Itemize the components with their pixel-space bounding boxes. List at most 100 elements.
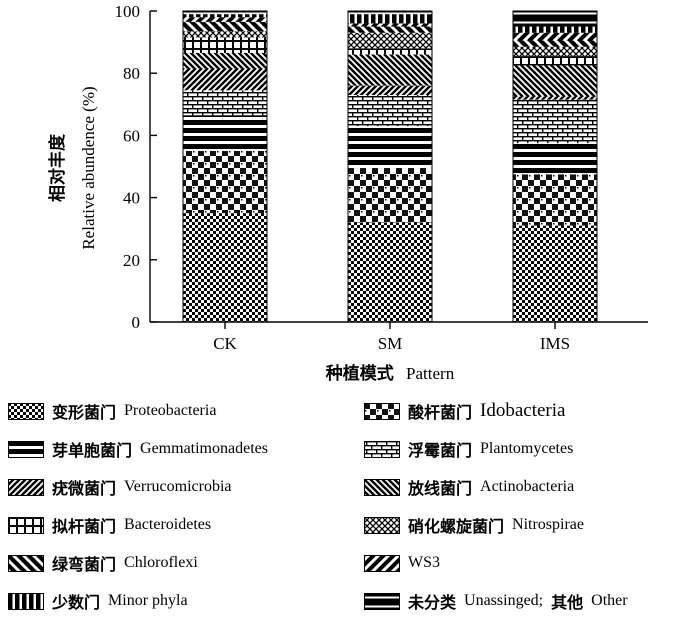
legend-item-planctomycetes: 浮霉菌门 Plantomycetes [364, 436, 573, 462]
bar-sm-acidobacteria [348, 168, 432, 223]
bar-sm-nitrospirae [348, 32, 432, 49]
x-axis-title: 种植模式 Pattern [325, 363, 455, 384]
legend-swatch-minor [8, 592, 44, 610]
bar-ims-ws3 [513, 32, 597, 41]
y-tick-label: 40 [123, 189, 140, 208]
bar-ck-actinobacteria [183, 52, 267, 69]
bar-ck-chloroflexi [183, 21, 267, 32]
bar-ck-bacteroidetes [183, 37, 267, 53]
legend-swatch-verrucomicrobia [8, 478, 44, 496]
legend-item-proteobacteria: 变形菌门 Proteobacteria [8, 398, 216, 424]
bar-sm-minor [348, 14, 432, 24]
y-tick-label: 80 [123, 64, 140, 83]
legend-label-zh: 拟杆菌门 [52, 517, 117, 536]
bar-ims-acidobacteria [513, 174, 597, 226]
legend-item-ws3: WS3 [364, 550, 440, 576]
legend-label-zh: 少数门 [52, 593, 101, 612]
bar-ims-minor [513, 26, 597, 33]
bar-sm-chloroflexi [348, 26, 432, 33]
bar-sm-gemmatimonadetes [348, 126, 432, 169]
legend-item-other: 未分类 Unassinged; 其他 Other [364, 588, 628, 614]
bar-ck-proteobacteria [183, 213, 267, 322]
x-axis-title-zh: 种植模式 [325, 363, 394, 384]
legend-label-en: WS3 [408, 554, 440, 571]
legend-label-zh: 绿弯菌门 [52, 555, 117, 574]
legend-item-actinobacteria: 放线菌门 Actinobacteria [364, 474, 574, 500]
legend-label-en-2: Other [591, 592, 628, 609]
bar-ims-gemmatimonadetes [513, 143, 597, 175]
bar-ims-actinobacteria [513, 65, 597, 97]
legend-label-zh: 芽单胞菌门 [52, 441, 133, 460]
y-tick-label: 60 [123, 126, 140, 145]
legend-item-bacteroidetes: 拟杆菌门 Bacteroidetes [8, 512, 211, 538]
legend-label-zh: 疣微菌门 [52, 479, 117, 498]
legend-label-en: Plantomycetes [480, 440, 574, 457]
bar-ims-verrucomicrobia [513, 96, 597, 100]
legend-swatch-other [364, 592, 400, 610]
bar-sm-ws3 [348, 23, 432, 27]
legend-swatch-planctomycetes [364, 440, 400, 458]
legend-swatch-acidobacteria [364, 402, 400, 420]
stacked-bar-chart: 0 20 40 60 80 100 CK SM IMS 相对丰度 Relative abund… [47, 2, 648, 384]
legend-item-gemmatimonadetes: 芽单胞菌门 Gemmatimonadetes [8, 436, 268, 462]
legend-swatch-gemmatimonadetes [8, 440, 44, 458]
bar-ims-chloroflexi [513, 40, 597, 47]
bar-ck-ws3 [183, 17, 267, 22]
bar-ck-nitrospirae [183, 31, 267, 38]
legend-label-zh: 放线菌门 [408, 479, 473, 498]
legend-label-en: Actinobacteria [480, 478, 575, 495]
legend-label-zh: 硝化螺旋菌门 [408, 517, 505, 536]
y-axis-title-en: Relative abundence (%) [79, 86, 98, 249]
bar-sm-planctomycetes [348, 94, 432, 127]
legend-label-en: Gemmatimonadetes [140, 440, 268, 457]
legend-label-en: Verrucomicrobia [124, 478, 232, 495]
legend-label-zh-2: 其他 [551, 593, 584, 612]
legend-label-en: Nitrospirae [512, 516, 584, 533]
bar-ims-other [513, 11, 597, 27]
legend-item-acidobacteria: 酸杆菌门 Idobacteria [364, 398, 565, 424]
legend-swatch-proteobacteria [8, 402, 44, 420]
bar-ck-planctomycetes [183, 90, 267, 116]
legend-item-verrucomicrobia: 疣微菌门 Verrucomicrobia [8, 474, 232, 500]
x-tick-label-ck: CK [213, 334, 237, 353]
bar-segments [182, 10, 598, 323]
legend-label-zh: 酸杆菌门 [408, 403, 473, 422]
legend-swatch-ws3 [364, 554, 400, 572]
legend-label-zh: 未分类 [408, 593, 457, 612]
bar-sm-actinobacteria [348, 54, 432, 86]
legend-item-nitrospirae: 硝化螺旋菌门 Nitrospirae [364, 512, 584, 538]
legend-label-en: Minor phyla [108, 592, 188, 609]
legend-swatch-nitrospirae [364, 516, 400, 534]
bar-ims-nitrospirae [513, 46, 597, 57]
bar-sm-verrucomicrobia [348, 85, 432, 95]
y-tick-label: 100 [115, 2, 141, 21]
legend-swatch-chloroflexi [8, 554, 44, 572]
y-tick-label: 20 [123, 251, 140, 270]
bar-ck-verrucomicrobia [183, 68, 267, 91]
legend-swatch-bacteroidetes [8, 516, 44, 534]
bar-ims-bacteroidetes [513, 56, 597, 66]
bar-sm-proteobacteria [348, 222, 432, 322]
y-axis-title-zh: 相对丰度 [47, 133, 68, 202]
x-tick-label-sm: SM [378, 334, 403, 353]
legend-swatch-actinobacteria [364, 478, 400, 496]
bar-ims-proteobacteria [513, 225, 597, 322]
bar-ck-minor [183, 14, 267, 18]
legend-item-chloroflexi: 绿弯菌门 Chloroflexi [8, 550, 198, 576]
bar-ck-other [183, 11, 267, 15]
legend-label-en: Proteobacteria [124, 402, 217, 419]
y-axis-ticks: 0 20 40 60 80 100 [115, 2, 157, 332]
bar-ck-gemmatimonadetes [183, 115, 267, 151]
legend-label-en: Idobacteria [480, 400, 566, 421]
legend-item-minor: 少数门 Minor phyla [8, 588, 188, 614]
bar-ims-planctomycetes [513, 99, 597, 144]
legend: 变形菌门 Proteobacteria 酸杆菌门 Idobacteria 芽单胞菌门 Ge… [0, 392, 700, 620]
bar-sm-other [348, 11, 432, 15]
y-tick-label: 0 [132, 313, 141, 332]
bar-sm-bacteroidetes [348, 48, 432, 55]
legend-label-en: Chloroflexi [124, 554, 198, 571]
legend-label-en: Unassinged; [464, 592, 544, 609]
x-tick-label-ims: IMS [540, 334, 570, 353]
legend-label-en: Bacteroidetes [124, 516, 212, 533]
legend-label-zh: 浮霉菌门 [408, 441, 473, 460]
